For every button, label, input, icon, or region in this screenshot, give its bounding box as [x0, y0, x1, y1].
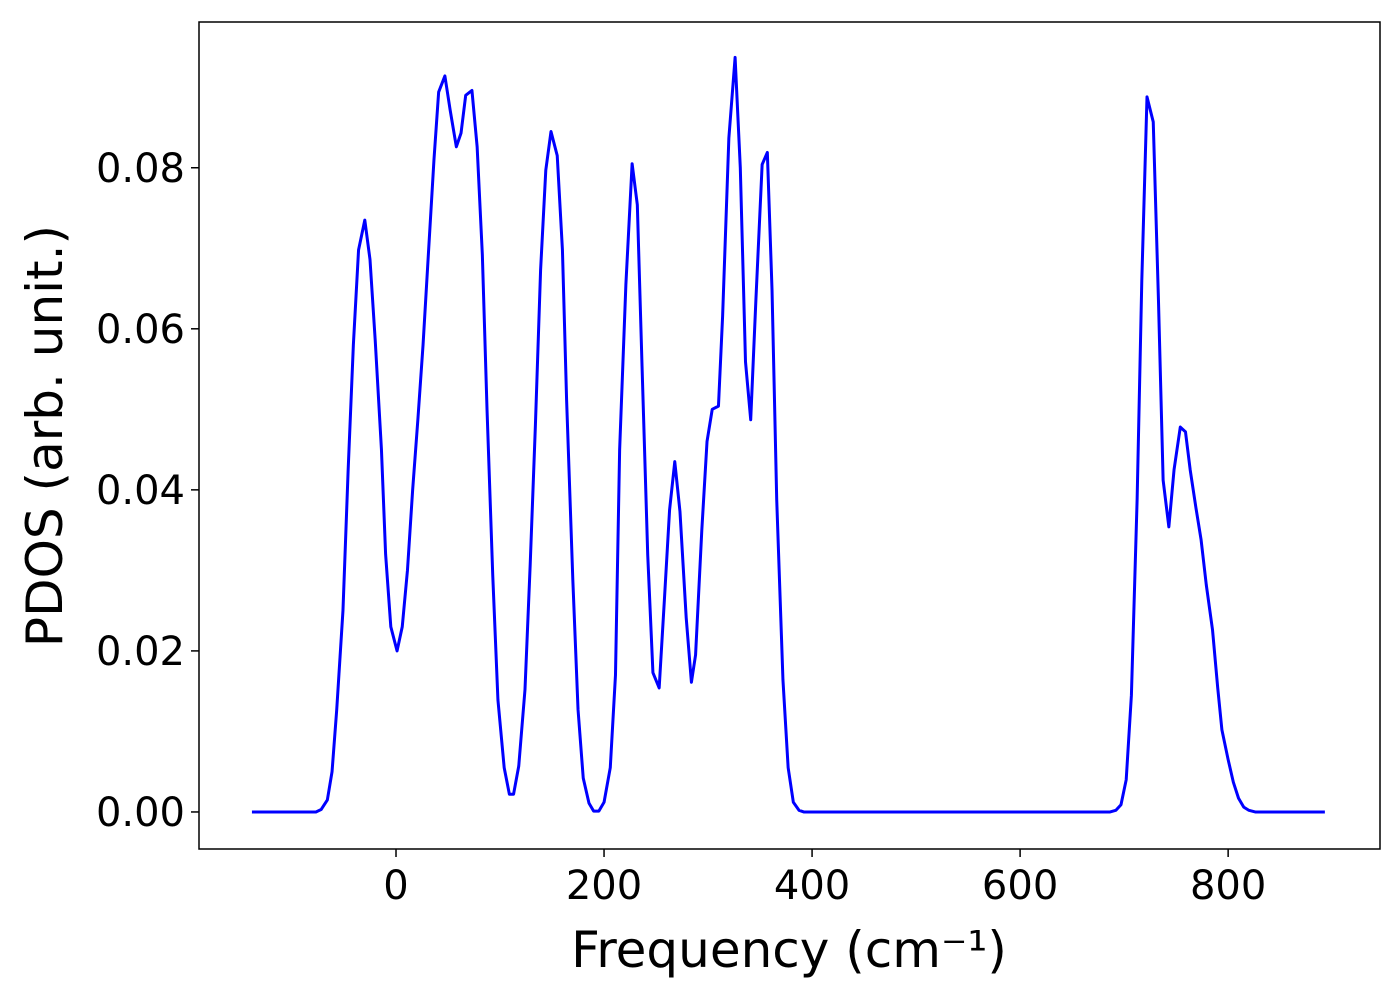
- plot-frame: [198, 21, 1381, 850]
- data-line: [251, 55, 1325, 814]
- y-tick-label: 0.04: [96, 468, 185, 514]
- y-tick-label: 0.00: [96, 790, 185, 836]
- y-tick-label: 0.08: [96, 146, 185, 192]
- x-tick-label: 400: [774, 863, 850, 909]
- x-tick-label: 0: [383, 863, 408, 909]
- x-tick-label: 200: [566, 863, 642, 909]
- y-axis-label: PDOS (arb. unit.): [16, 225, 74, 647]
- y-tick-label: 0.02: [96, 629, 185, 675]
- x-axis-label: Frequency (cm⁻¹): [571, 921, 1007, 979]
- x-tick-label: 600: [982, 863, 1058, 909]
- x-tick-label: 800: [1190, 863, 1266, 909]
- y-tick-label: 0.06: [96, 307, 185, 353]
